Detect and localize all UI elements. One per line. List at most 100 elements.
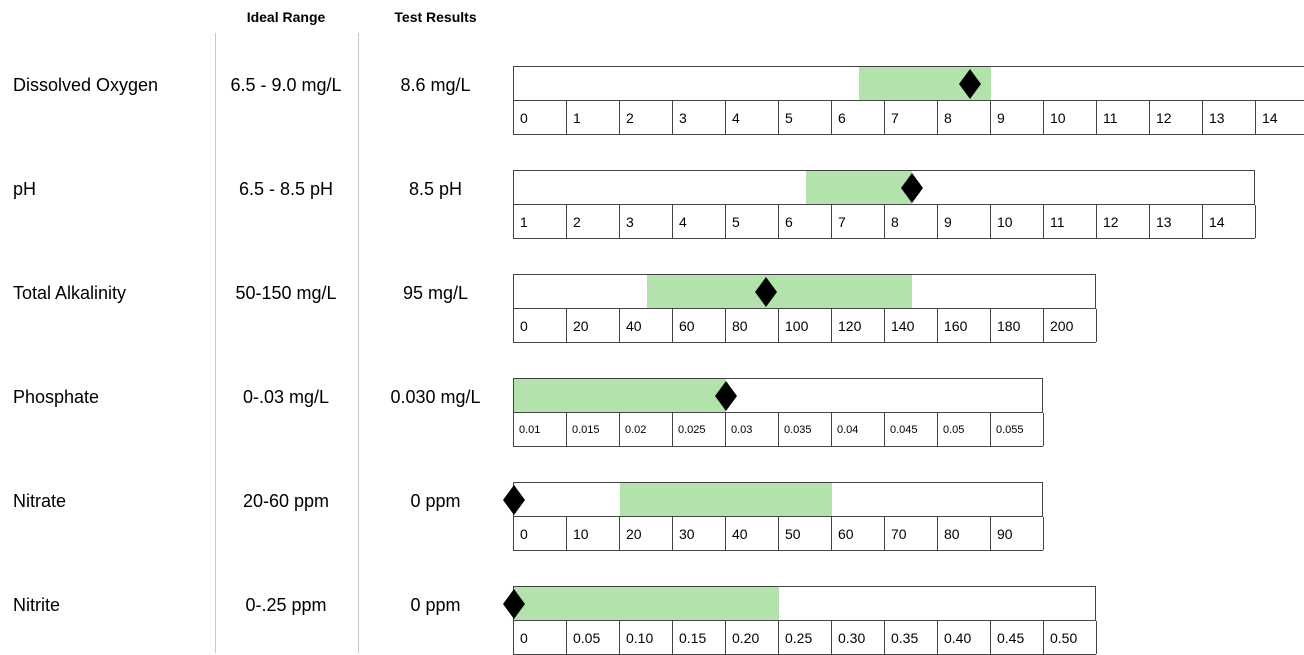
tick-label: 0.50 bbox=[1044, 621, 1097, 654]
tick-label: 0 bbox=[514, 621, 567, 654]
test-result-value: 95 mg/L bbox=[402, 283, 469, 303]
tick-label: 0.01 bbox=[514, 413, 567, 446]
tick-label: 0.05 bbox=[938, 413, 991, 446]
tick-label: 3 bbox=[620, 205, 673, 238]
tick-label: 10 bbox=[1044, 101, 1097, 134]
tick-label: 160 bbox=[938, 309, 991, 342]
range-scale: 0 10 20 30 40 50 60 70 80 90 bbox=[503, 482, 1044, 551]
tick-label: 140 bbox=[885, 309, 938, 342]
parameter-label: Total Alkalinity bbox=[13, 283, 127, 303]
tick-label: 7 bbox=[885, 101, 938, 134]
tick-label: 0.035 bbox=[779, 413, 832, 446]
range-scale: 0 1 2 3 4 5 6 7 8 9 10 11 12 13 14 bbox=[513, 66, 1304, 135]
tick-label: 0.20 bbox=[726, 621, 779, 654]
parameter-label: Dissolved Oxygen bbox=[13, 75, 159, 95]
tick-label: 80 bbox=[726, 309, 779, 342]
ideal-range-value: 0-.25 ppm bbox=[245, 595, 327, 615]
tick-row: 0 10 20 30 40 50 60 70 80 90 bbox=[513, 516, 1044, 551]
tick-row: 1 2 3 4 5 6 7 8 9 10 11 12 13 14 bbox=[513, 204, 1256, 239]
tick-label: 0.045 bbox=[885, 413, 938, 446]
tick-label: 70 bbox=[885, 517, 938, 550]
tick-label: 20 bbox=[620, 517, 673, 550]
tick-label: 60 bbox=[832, 517, 885, 550]
tick-label: 40 bbox=[620, 309, 673, 342]
tick-label: 2 bbox=[620, 101, 673, 134]
scale-bar bbox=[513, 170, 1255, 204]
range-scale: 0.01 0.015 0.02 0.025 0.03 0.035 0.04 0.045 0.05… bbox=[513, 378, 1044, 447]
tick-label: 8 bbox=[885, 205, 938, 238]
tick-label: 11 bbox=[1044, 205, 1097, 238]
ideal-range-value: 0-.03 mg/L bbox=[242, 387, 330, 407]
tick-label: 90 bbox=[991, 517, 1044, 550]
tick-label: 11 bbox=[1097, 101, 1150, 134]
tick-label: 0.015 bbox=[567, 413, 620, 446]
tick-label: 80 bbox=[938, 517, 991, 550]
tick-label: 0.05 bbox=[567, 621, 620, 654]
tick-label: 13 bbox=[1150, 205, 1203, 238]
tick-label: 12 bbox=[1150, 101, 1203, 134]
tick-label: 1 bbox=[567, 101, 620, 134]
tick-label: 6 bbox=[779, 205, 832, 238]
tick-label: 13 bbox=[1203, 101, 1256, 134]
tick-label: 9 bbox=[938, 205, 991, 238]
tick-label: 180 bbox=[991, 309, 1044, 342]
tick-label: 10 bbox=[567, 517, 620, 550]
tick-row: 0.01 0.015 0.02 0.025 0.03 0.035 0.04 0.045 0.05… bbox=[513, 412, 1044, 447]
tick-label: 0.25 bbox=[779, 621, 832, 654]
tick-label: 10 bbox=[991, 205, 1044, 238]
tick-label: 8 bbox=[938, 101, 991, 134]
column-divider-2 bbox=[358, 33, 359, 653]
tick-label: 0.30 bbox=[832, 621, 885, 654]
tick-row: 0 1 2 3 4 5 6 7 8 9 10 11 12 13 14 bbox=[513, 100, 1304, 135]
tick-label: 5 bbox=[779, 101, 832, 134]
tick-label: 0.35 bbox=[885, 621, 938, 654]
tick-label: 14 bbox=[1203, 205, 1256, 238]
ideal-range-band bbox=[805, 171, 912, 204]
tick-label: 0 bbox=[514, 101, 567, 134]
tick-label: 0.10 bbox=[620, 621, 673, 654]
parameter-label: Phosphate bbox=[13, 387, 100, 407]
tick-label: 6 bbox=[832, 101, 885, 134]
tick-label: 0.025 bbox=[673, 413, 726, 446]
tick-label: 30 bbox=[673, 517, 726, 550]
tick-row: 0 0.05 0.10 0.15 0.20 0.25 0.30 0.35 0.40 0.45 0.5… bbox=[513, 620, 1097, 655]
tick-label: 0.02 bbox=[620, 413, 673, 446]
tick-label: 0.03 bbox=[726, 413, 779, 446]
scale-bar bbox=[503, 586, 1096, 620]
scale-bar bbox=[513, 274, 1096, 308]
range-scale: 1 2 3 4 5 6 7 8 9 10 11 12 13 14 bbox=[513, 170, 1256, 239]
tick-label: 0.40 bbox=[938, 621, 991, 654]
scale-bar bbox=[513, 378, 1043, 412]
tick-label: 20 bbox=[567, 309, 620, 342]
tick-label: 2 bbox=[567, 205, 620, 238]
test-results-header: Test Results bbox=[394, 9, 477, 25]
tick-label: 200 bbox=[1044, 309, 1097, 342]
ideal-range-header: Ideal Range bbox=[246, 9, 326, 25]
tick-label: 100 bbox=[779, 309, 832, 342]
tick-label: 14 bbox=[1256, 101, 1304, 134]
tick-label: 4 bbox=[726, 101, 779, 134]
ideal-range-value: 50-150 mg/L bbox=[235, 283, 337, 303]
tick-label: 12 bbox=[1097, 205, 1150, 238]
ideal-range-value: 6.5 - 9.0 mg/L bbox=[230, 75, 342, 95]
ideal-range-value: 20-60 ppm bbox=[242, 491, 330, 511]
range-scale: 0 0.05 0.10 0.15 0.20 0.25 0.30 0.35 0.40 0.45 0.5… bbox=[503, 586, 1097, 655]
tick-label: 9 bbox=[991, 101, 1044, 134]
tick-label: 1 bbox=[514, 205, 567, 238]
scale-bar bbox=[513, 66, 1304, 100]
ideal-range-band bbox=[620, 483, 832, 516]
test-result-value: 8.6 mg/L bbox=[400, 75, 471, 95]
test-result-value: 0 ppm bbox=[410, 595, 461, 615]
parameter-label: pH bbox=[13, 179, 37, 199]
test-result-value: 8.5 pH bbox=[408, 179, 463, 199]
tick-label: 60 bbox=[673, 309, 726, 342]
column-divider-1 bbox=[215, 33, 216, 653]
tick-label: 0 bbox=[514, 517, 567, 550]
ideal-range-value: 6.5 - 8.5 pH bbox=[238, 179, 334, 199]
test-result-value: 0.030 mg/L bbox=[390, 387, 481, 407]
tick-label: 0.04 bbox=[832, 413, 885, 446]
tick-label: 0.055 bbox=[991, 413, 1044, 446]
tick-label: 0 bbox=[514, 309, 567, 342]
tick-label: 0.15 bbox=[673, 621, 726, 654]
test-result-value: 0 ppm bbox=[410, 491, 461, 511]
